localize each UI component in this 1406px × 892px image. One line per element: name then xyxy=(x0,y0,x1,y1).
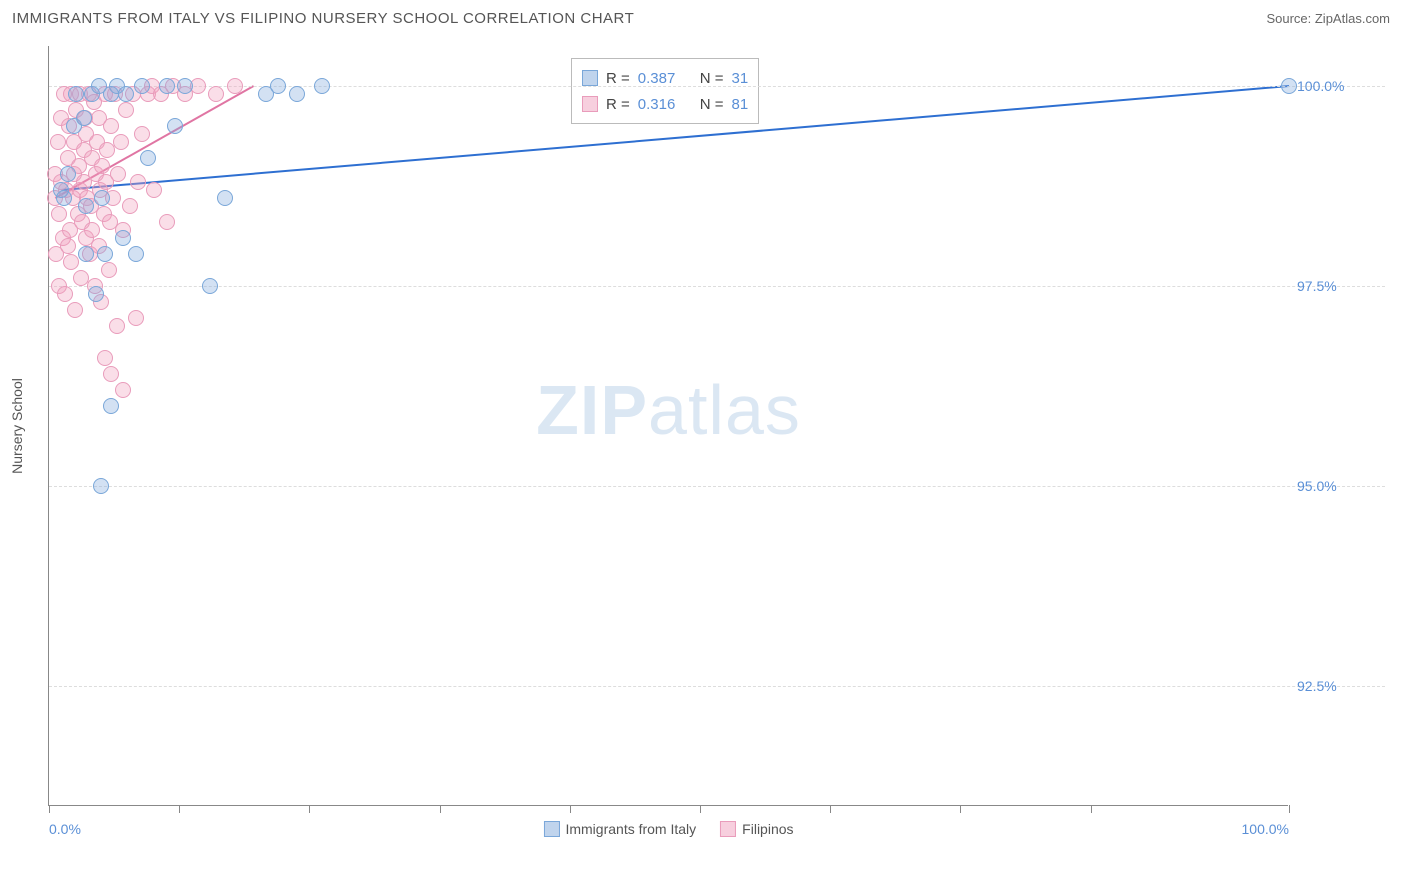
x-tick xyxy=(440,805,441,813)
data-point xyxy=(103,118,119,134)
correlation-row: R =0.387N =31 xyxy=(582,65,748,91)
y-tick-label: 100.0% xyxy=(1297,78,1344,94)
legend-swatch xyxy=(720,821,736,837)
y-tick-label: 97.5% xyxy=(1297,278,1337,294)
data-point xyxy=(208,86,224,102)
data-point xyxy=(97,246,113,262)
data-point xyxy=(314,78,330,94)
data-point xyxy=(128,246,144,262)
data-point xyxy=(122,198,138,214)
data-point xyxy=(202,278,218,294)
data-point xyxy=(63,254,79,270)
gridline xyxy=(49,686,1385,687)
data-point xyxy=(115,382,131,398)
gridline xyxy=(49,286,1385,287)
legend-label: Immigrants from Italy xyxy=(565,821,696,837)
data-point xyxy=(146,182,162,198)
data-point xyxy=(177,78,193,94)
x-tick xyxy=(830,805,831,813)
data-point xyxy=(134,78,150,94)
data-point xyxy=(68,86,84,102)
data-point xyxy=(227,78,243,94)
x-tick xyxy=(309,805,310,813)
x-tick-label: 0.0% xyxy=(49,821,81,837)
chart-container: ZIPatlas Nursery School R =0.387N =31R =… xyxy=(48,46,1388,836)
plot-area: ZIPatlas Nursery School R =0.387N =31R =… xyxy=(48,46,1288,806)
data-point xyxy=(159,78,175,94)
x-tick-label: 100.0% xyxy=(1242,821,1289,837)
data-point xyxy=(60,238,76,254)
data-point xyxy=(78,198,94,214)
data-point xyxy=(109,318,125,334)
data-point xyxy=(115,230,131,246)
x-tick xyxy=(1091,805,1092,813)
chart-source: Source: ZipAtlas.com xyxy=(1266,11,1390,26)
x-tick xyxy=(1289,805,1290,813)
y-axis-label: Nursery School xyxy=(9,378,25,474)
x-tick xyxy=(570,805,571,813)
gridline xyxy=(49,86,1385,87)
data-point xyxy=(113,134,129,150)
correlation-row: R =0.316N =81 xyxy=(582,91,748,117)
data-point xyxy=(103,366,119,382)
x-tick xyxy=(700,805,701,813)
data-point xyxy=(57,286,73,302)
legend-swatch xyxy=(543,821,559,837)
legend-swatch xyxy=(582,96,598,112)
data-point xyxy=(103,398,119,414)
data-point xyxy=(140,150,156,166)
legend-swatch xyxy=(582,70,598,86)
data-point xyxy=(93,478,109,494)
legend-item: Immigrants from Italy xyxy=(543,821,696,837)
data-point xyxy=(88,286,104,302)
data-point xyxy=(51,206,67,222)
x-tick xyxy=(179,805,180,813)
data-point xyxy=(94,158,110,174)
data-point xyxy=(118,86,134,102)
data-point xyxy=(110,166,126,182)
chart-header: IMMIGRANTS FROM ITALY VS FILIPINO NURSER… xyxy=(0,0,1406,33)
data-point xyxy=(159,214,175,230)
data-point xyxy=(101,262,117,278)
data-point xyxy=(217,190,233,206)
data-point xyxy=(289,86,305,102)
data-point xyxy=(50,134,66,150)
legend-label: Filipinos xyxy=(742,821,793,837)
data-point xyxy=(67,302,83,318)
x-tick xyxy=(960,805,961,813)
data-point xyxy=(130,174,146,190)
x-tick xyxy=(49,805,50,813)
data-point xyxy=(118,102,134,118)
svg-layer xyxy=(49,46,1289,806)
data-point xyxy=(167,118,183,134)
data-point xyxy=(84,222,100,238)
data-point xyxy=(128,310,144,326)
data-point xyxy=(56,190,72,206)
y-tick-label: 95.0% xyxy=(1297,478,1337,494)
data-point xyxy=(1281,78,1297,94)
data-point xyxy=(270,78,286,94)
data-point xyxy=(97,350,113,366)
chart-title: IMMIGRANTS FROM ITALY VS FILIPINO NURSER… xyxy=(12,10,634,27)
gridline xyxy=(49,486,1385,487)
correlation-box: R =0.387N =31R =0.316N =81 xyxy=(571,58,759,124)
data-point xyxy=(60,166,76,182)
data-point xyxy=(134,126,150,142)
data-point xyxy=(94,190,110,206)
data-point xyxy=(76,110,92,126)
legend-item: Filipinos xyxy=(720,821,793,837)
data-point xyxy=(78,246,94,262)
bottom-legend: Immigrants from Italy Filipinos xyxy=(543,821,793,837)
y-tick-label: 92.5% xyxy=(1297,678,1337,694)
